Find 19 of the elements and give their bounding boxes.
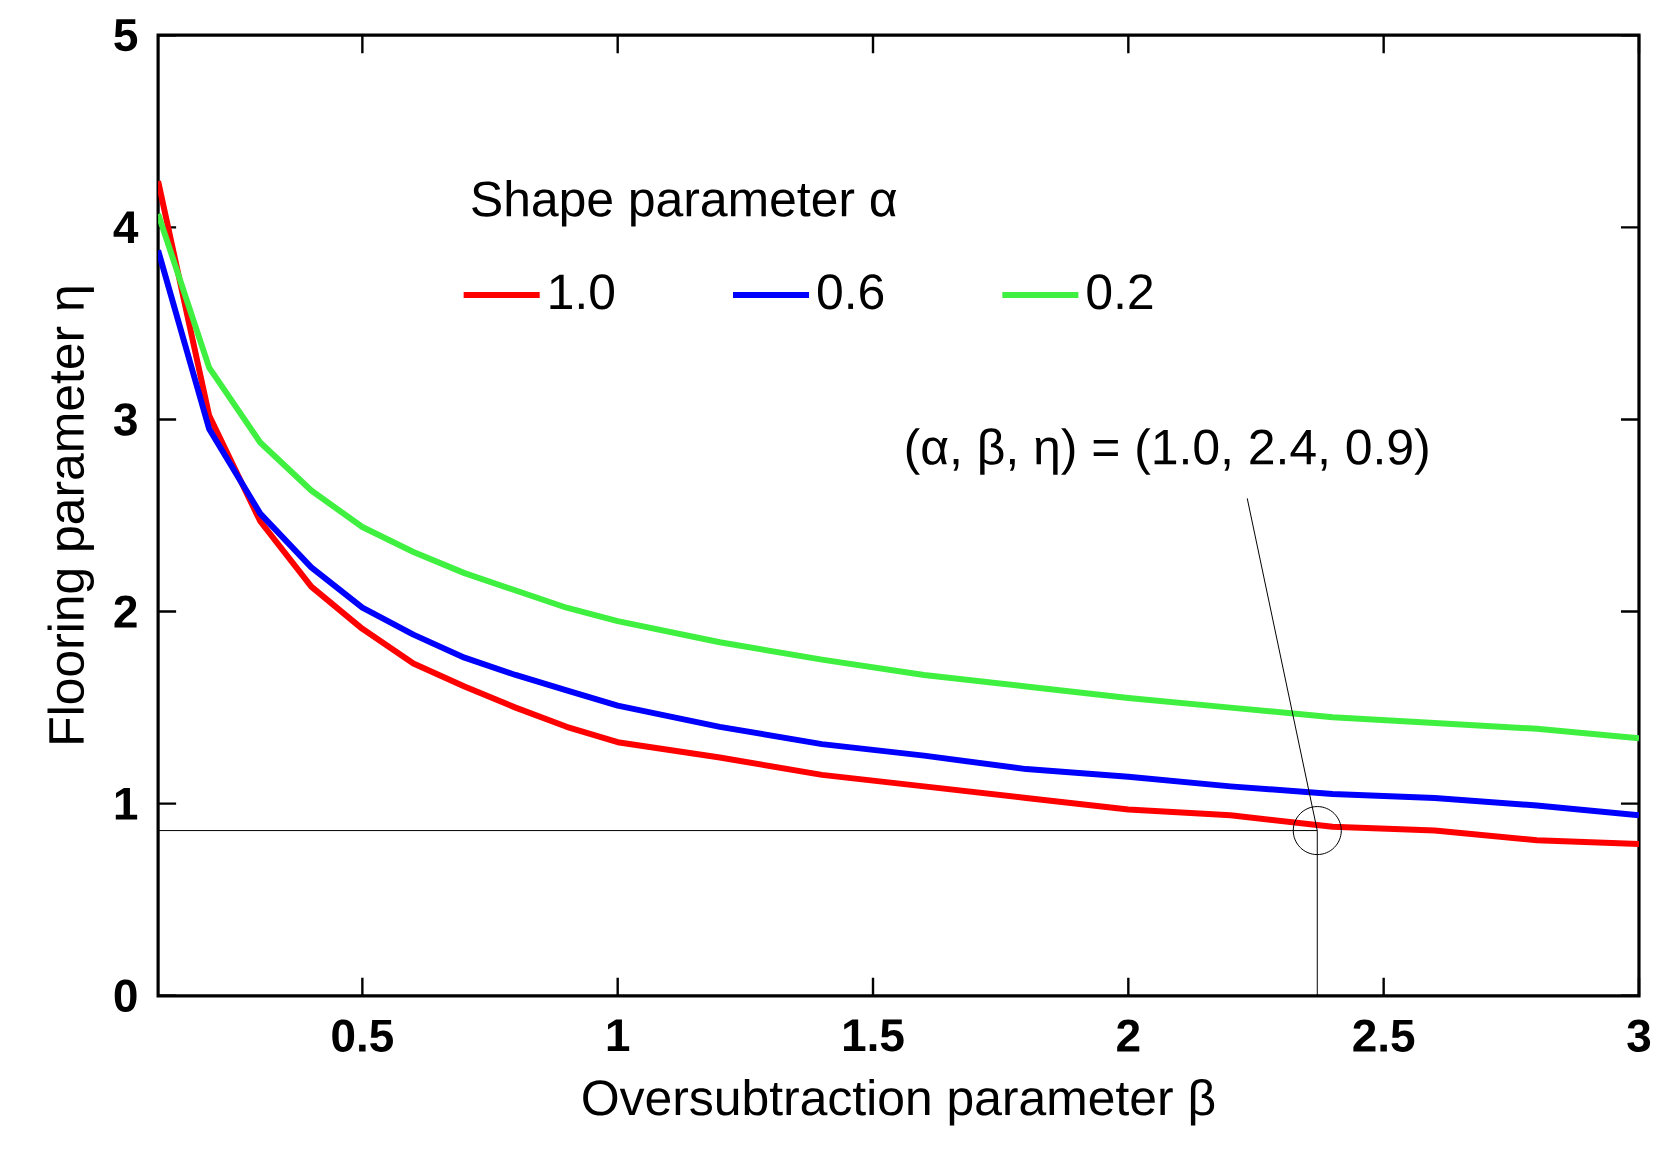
y-tick-label: 2 — [114, 595, 137, 628]
x-tick-label: 3 — [1627, 1019, 1651, 1053]
x-tick-label: 0.5 — [332, 1019, 393, 1052]
y-axis-title: Flooring parameter η — [47, 287, 94, 743]
legend-label: 0.2 — [1087, 274, 1153, 310]
y-tick-label: 4 — [113, 211, 139, 244]
y-tick-label: 5 — [114, 19, 138, 52]
x-axis-title: Oversubtraction parameter β — [583, 1079, 1215, 1126]
legend-label: 0.6 — [817, 274, 884, 310]
y-tick-label: 1 — [115, 787, 138, 820]
x-tick-label: 1.5 — [844, 1019, 904, 1052]
x-tick-label: 2 — [1117, 1019, 1140, 1052]
y-tick-label: 3 — [113, 403, 137, 436]
legend-title: Shape parameter α — [472, 180, 897, 227]
x-tick-label: 1 — [607, 1019, 630, 1052]
x-tick-label: 2.5 — [1353, 1019, 1415, 1052]
y-tick-label: 0 — [114, 979, 137, 1013]
legend-label: 1.0 — [550, 274, 614, 310]
annotation: (α, β, η) = (1.0, 2.4, 0.9) — [906, 428, 1428, 475]
